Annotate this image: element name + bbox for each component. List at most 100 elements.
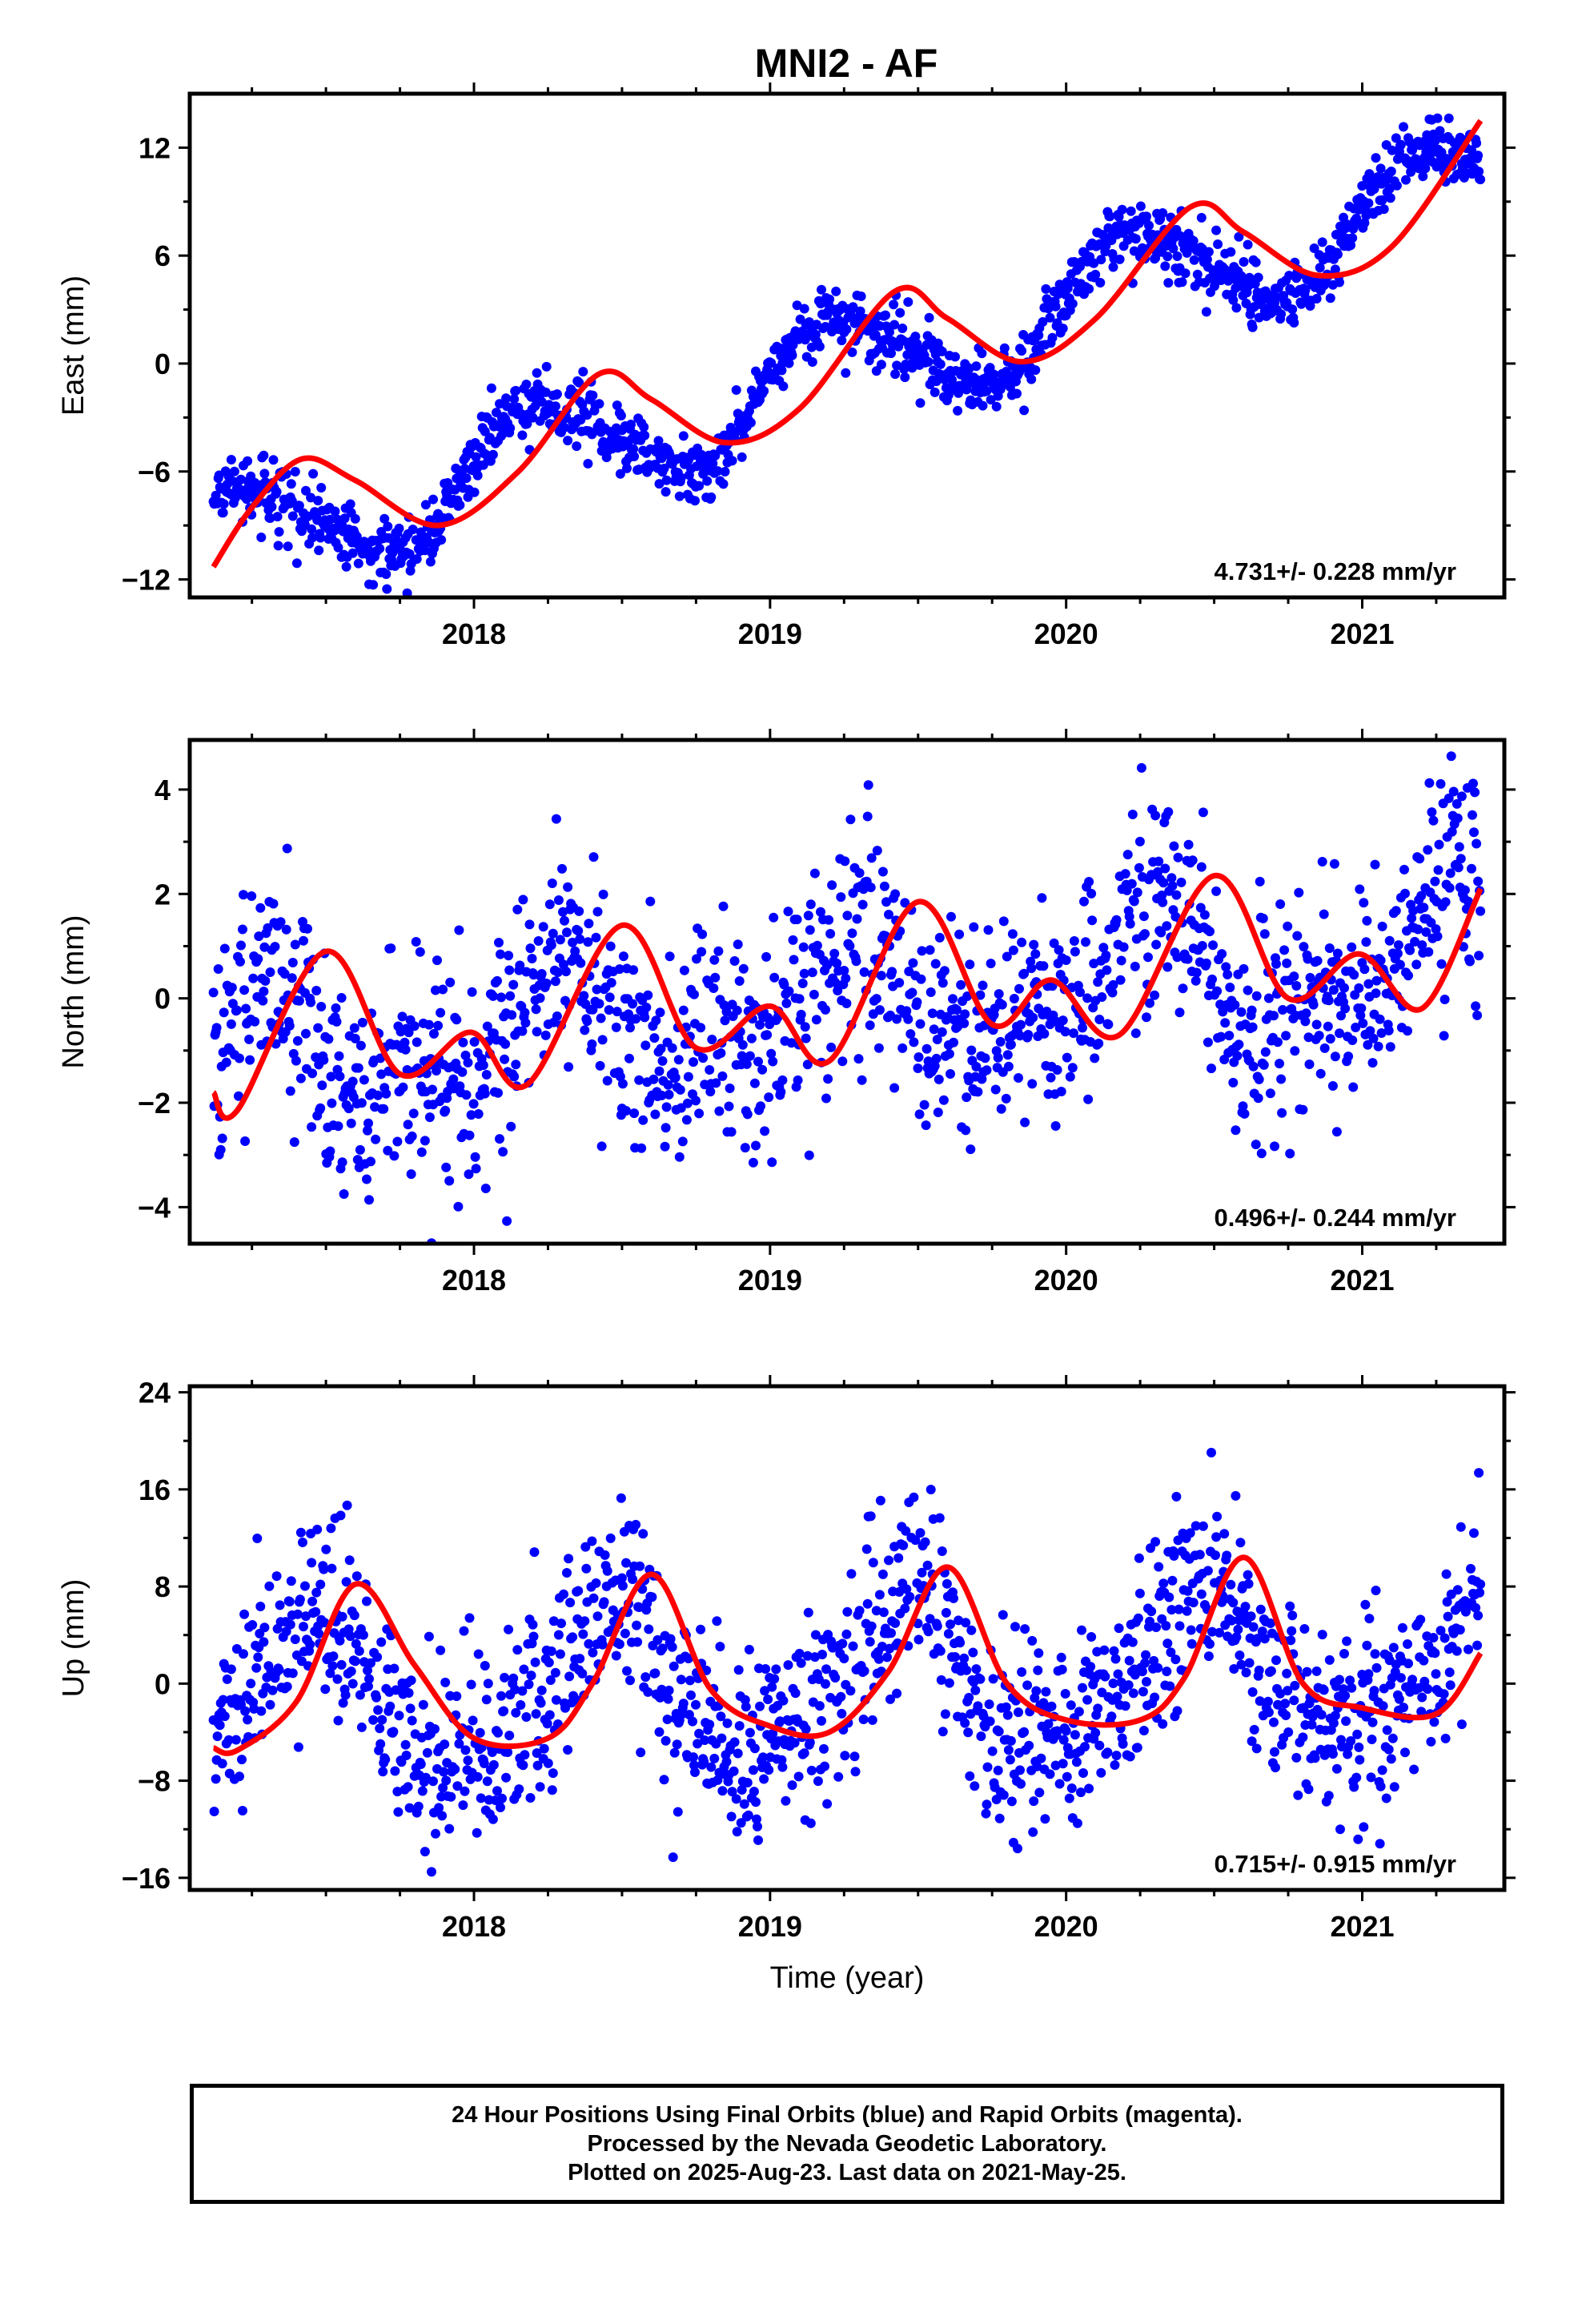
up-data-point [333, 1715, 343, 1726]
up-x-tick-label: 2018 [442, 1910, 506, 1943]
up-data-point [1014, 1707, 1023, 1718]
up-data-point [781, 1795, 791, 1806]
up-data-point [531, 1709, 541, 1719]
north-data-point [1423, 947, 1434, 957]
east-data-point [1144, 220, 1154, 231]
up-data-point [1440, 1733, 1451, 1743]
up-data-point [1316, 1710, 1327, 1720]
east-data-point [1228, 295, 1239, 305]
up-data-point [988, 1674, 998, 1684]
north-data-point [1158, 897, 1168, 907]
north-data-point [357, 1017, 367, 1027]
east-data-point [1254, 312, 1264, 323]
north-data-point [1311, 1019, 1322, 1030]
east-data-point [847, 347, 857, 357]
up-data-point [713, 1775, 723, 1785]
north-data-point [621, 1106, 631, 1116]
up-data-point [1124, 1655, 1134, 1666]
up-data-point [700, 1735, 710, 1745]
up-data-point [592, 1611, 603, 1622]
up-data-point [617, 1581, 628, 1591]
east-data-point [654, 479, 665, 489]
north-data-point [541, 979, 552, 988]
east-data-point [787, 350, 797, 360]
up-data-point [769, 1674, 780, 1684]
north-data-point [916, 974, 926, 984]
up-data-point [1205, 1638, 1215, 1649]
up-data-point [805, 1818, 816, 1828]
north-data-point [1370, 859, 1380, 870]
north-data-point [884, 910, 893, 919]
up-data-point [342, 1500, 352, 1510]
north-data-point [894, 978, 905, 988]
up-data-point [970, 1685, 981, 1695]
east-data-point [511, 385, 521, 396]
up-data-point [501, 1772, 512, 1783]
up-data-point [267, 1685, 278, 1695]
up-data-point [212, 1731, 223, 1742]
up-data-point [616, 1493, 626, 1503]
up-data-point [209, 1807, 219, 1816]
east-data-point [745, 417, 756, 428]
up-data-point [761, 1664, 771, 1674]
north-data-point [1052, 1065, 1062, 1075]
up-data-point [1158, 1578, 1169, 1589]
north-data-point [1354, 983, 1364, 993]
north-data-point [1324, 943, 1335, 953]
east-data-point [1371, 153, 1381, 163]
north-data-point [683, 1072, 693, 1082]
north-data-point [1087, 915, 1098, 926]
up-data-point [544, 1658, 554, 1667]
north-data-point [598, 889, 608, 899]
north-data-point [248, 973, 259, 983]
up-y-tick-label: 24 [139, 1377, 171, 1409]
east-data-point [792, 300, 802, 311]
up-data-point [789, 1738, 800, 1748]
up-data-point [1251, 1743, 1262, 1754]
east-data-point [1432, 113, 1443, 123]
up-data-point [950, 1652, 960, 1662]
north-data-point [366, 1156, 375, 1167]
east-data-point [347, 548, 358, 558]
north-data-point [379, 1104, 389, 1114]
up-data-point [820, 1761, 829, 1771]
north-data-point [1191, 975, 1201, 986]
up-data-point [1001, 1702, 1011, 1712]
up-data-point [1366, 1772, 1376, 1783]
north-y-tick-label: 4 [155, 774, 171, 806]
up-fit-line [212, 1554, 1484, 1756]
north-data-point [1049, 938, 1059, 948]
north-data-point [467, 987, 477, 997]
north-data-point [235, 1053, 244, 1063]
east-data-point [353, 558, 363, 569]
north-data-point [1101, 951, 1111, 960]
east-data-point [690, 496, 700, 506]
east-data-point [1359, 218, 1370, 228]
north-data-point [1376, 1028, 1387, 1038]
east-data-point [1330, 264, 1340, 275]
up-data-point [341, 1577, 351, 1587]
east-data-point [889, 300, 899, 310]
north-data-point [1328, 985, 1339, 995]
north-data-point [733, 939, 743, 950]
north-data-point [949, 1037, 958, 1047]
up-data-point [767, 1682, 777, 1692]
up-data-point [1371, 1663, 1382, 1673]
up-data-point [975, 1674, 986, 1684]
east-data-point [937, 346, 947, 356]
east-data-point [1325, 293, 1335, 304]
up-data-point [372, 1652, 383, 1663]
up-data-point [517, 1686, 528, 1696]
up-data-point [696, 1624, 706, 1634]
up-data-point [358, 1630, 368, 1640]
north-data-point [470, 1152, 480, 1162]
east-data-point [1058, 324, 1068, 334]
north-data-point [364, 1195, 374, 1205]
up-data-point [1108, 1679, 1118, 1688]
north-data-point [480, 1088, 490, 1099]
up-data-point [868, 1558, 878, 1568]
east-data-point [1017, 346, 1027, 356]
north-data-point [259, 987, 269, 996]
north-data-point [938, 978, 948, 988]
north-data-point [582, 1016, 592, 1027]
